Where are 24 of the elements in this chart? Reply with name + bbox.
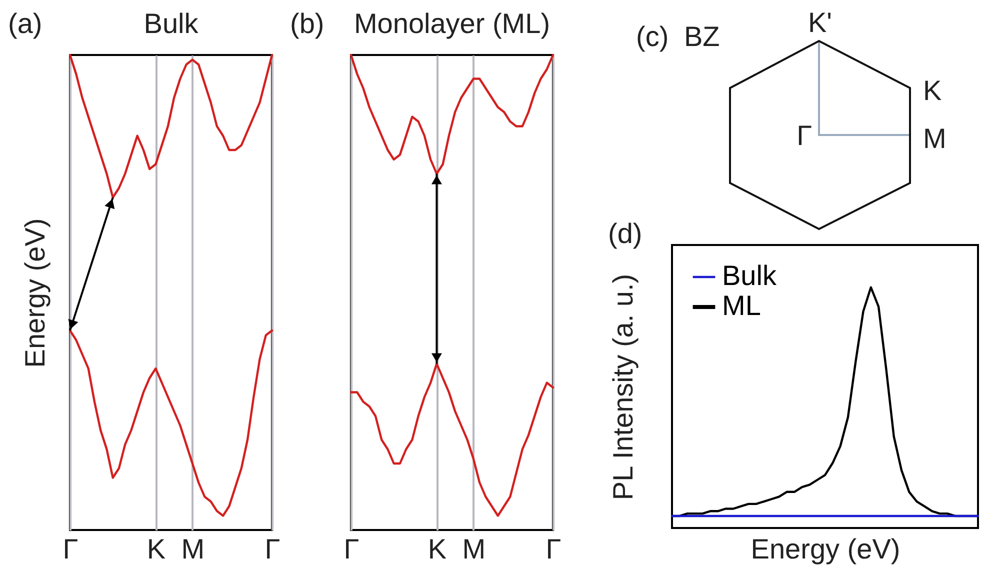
text: Γ [796,120,812,151]
legend-label: Bulk [722,260,778,291]
x-tick-label: K [428,534,447,564]
text: (b) [290,8,324,39]
x-tick-label: Γ [344,534,360,564]
x-tick-label: M [181,534,205,564]
x-axis-title: Energy (eV) [750,534,900,564]
x-tick-label: Γ [264,534,280,564]
legend-label: ML [722,290,761,321]
text: K' [808,7,832,38]
x-tick-label: Γ [62,534,78,564]
text: M [923,123,946,154]
text: BZ [684,21,720,52]
x-tick-label: K [146,534,166,564]
chart-title: Monolayer (ML) [354,8,550,39]
chart-title: Bulk [144,8,200,39]
text: (c) [636,21,669,52]
x-tick-label: Γ [546,534,562,564]
y-axis-title: PL Intensity (a. u.) [608,274,638,500]
text: (d) [608,218,642,249]
x-tick-label: M [462,534,486,564]
text: K [923,75,942,106]
text: (a) [8,8,42,39]
y-axis-title: Energy (eV) [20,218,50,368]
